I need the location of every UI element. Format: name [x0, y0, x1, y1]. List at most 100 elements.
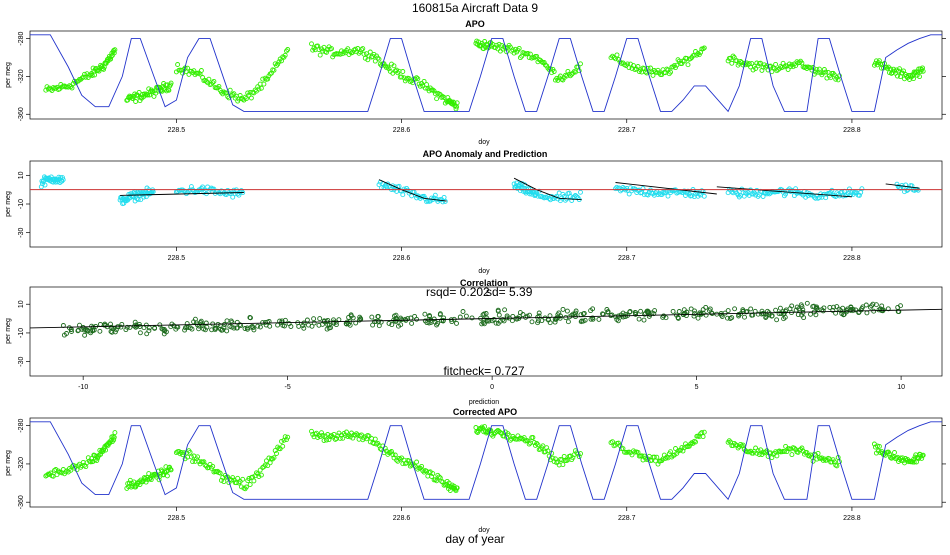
corrected-corrected-apo-point: [285, 434, 291, 440]
correlation-observations-point: [898, 303, 903, 309]
correlation-title: Correlation: [460, 278, 508, 288]
corrected-corrected-apo-point: [799, 445, 805, 451]
correlation-plot-frame: [29, 286, 943, 377]
apo-apo-point: [725, 58, 731, 64]
correlation-observations-point: [641, 317, 647, 323]
correlation-observations-point: [469, 315, 475, 321]
corrected-corrected-apo-point: [414, 459, 420, 465]
apo-apo-point: [915, 69, 921, 75]
anomaly-anomaly-point: [230, 194, 236, 200]
correlation-observations-point: [386, 320, 392, 326]
correlation-observations-point: [463, 313, 469, 319]
apo-apo-point: [614, 52, 620, 58]
anomaly-anomaly-point: [859, 186, 865, 192]
apo-apo-point: [813, 69, 819, 75]
corrected-corrected-apo-point: [251, 478, 257, 484]
correlation-observations-point: [321, 318, 327, 324]
anomaly-prediction-line: [615, 182, 717, 195]
corrected-corrected-apo-point: [507, 437, 513, 443]
apo-apo-point: [534, 53, 540, 59]
corrected-corrected-apo-point: [911, 459, 917, 465]
correlation-observations-point: [596, 316, 602, 322]
correlation-observations-point: [799, 312, 805, 318]
apo-apo-point: [648, 65, 653, 71]
corrected-corrected-apo-point: [82, 462, 87, 468]
apo-apo-point: [424, 82, 430, 88]
apo-apo-point: [821, 67, 827, 72]
anomaly-x-tick-label: 228.7: [618, 255, 636, 262]
correlation-observations-point: [224, 318, 230, 324]
correlation-observations-point: [590, 316, 596, 322]
apo-apo-point: [770, 65, 776, 71]
correlation-observations-point: [529, 319, 535, 325]
apo-apo-point: [111, 50, 117, 56]
fitcheck-annotation: fitcheck= 0.727: [443, 364, 524, 378]
corrected-corrected-apo-point: [899, 458, 904, 464]
corrected-y-tick-label: -360: [18, 495, 25, 509]
apo-apo-point: [360, 46, 366, 52]
anomaly-anomaly-point: [578, 189, 583, 195]
correlation-observations-point: [378, 319, 384, 325]
corrected-corrected-apo-point: [482, 424, 488, 430]
apo-apo-point: [895, 73, 900, 79]
corrected-corrected-apo-point: [377, 446, 383, 452]
correlation-observations-point: [560, 306, 566, 312]
correlation-observations-point: [228, 318, 234, 324]
correlation-observations-point: [286, 321, 292, 327]
apo-apo-point: [685, 62, 691, 68]
correlation-observations-point: [127, 324, 133, 330]
correlation-observations-point: [260, 320, 266, 326]
apo-apo-point: [920, 68, 926, 74]
apo-apo-point: [136, 89, 142, 95]
correlation-observations-point: [853, 307, 859, 313]
anomaly-anomaly-point: [829, 187, 835, 193]
apo-apo-point: [701, 45, 707, 51]
corrected-corrected-apo-point: [774, 453, 780, 459]
corrected-corrected-apo-point: [217, 470, 223, 476]
corrected-corrected-apo-point: [148, 477, 154, 483]
correlation-observations-point: [311, 320, 317, 326]
apo-apo-point: [631, 63, 636, 69]
corrected-corrected-apo-point: [673, 446, 678, 451]
anomaly-anomaly-point: [846, 186, 852, 192]
apo-apo-point: [375, 55, 381, 61]
apo-apo-point: [276, 59, 282, 65]
correlation-observations-point: [869, 303, 875, 309]
corrected-corrected-apo-point: [231, 477, 237, 483]
correlation-observations-point: [831, 304, 837, 310]
correlation-fit-line: [29, 308, 943, 329]
apo-apo-point: [80, 74, 86, 80]
apo-apo-point: [635, 64, 641, 69]
correlation-observations-point: [393, 316, 399, 322]
corrected-corrected-apo-point: [806, 453, 812, 459]
correlation-observations-point: [707, 306, 713, 312]
correlation-observations-point: [182, 325, 188, 331]
correlation-observations-point: [573, 310, 578, 316]
anomaly-anomaly-point: [903, 182, 909, 188]
correlation-observations-point: [722, 310, 728, 316]
correlation-observations-point: [732, 306, 738, 312]
correlation-observations-point: [146, 328, 152, 334]
corrected-corrected-apo-point: [103, 447, 109, 453]
apo-apo-point: [781, 64, 787, 70]
corrected-corrected-apo-point: [683, 441, 688, 447]
corrected-corrected-apo-point: [888, 455, 893, 460]
corrected-corrected-apo-point: [235, 475, 241, 481]
apo-y-tick-label: -280: [18, 31, 25, 45]
anomaly-marks: [30, 174, 942, 207]
anomaly-anomaly-point: [42, 182, 48, 188]
correlation-observations-point: [820, 308, 826, 314]
corrected-corrected-apo-point: [430, 471, 436, 477]
correlation-observations-point: [500, 317, 506, 323]
apo-apo-point: [673, 65, 678, 71]
correlation-x-tick-label: -10: [78, 384, 88, 391]
anomaly-anomaly-point: [441, 194, 447, 200]
corrected-corrected-apo-point: [270, 456, 276, 462]
corrected-corrected-apo-point: [453, 488, 459, 494]
apo-apo-point: [367, 49, 373, 55]
apo-apo-point: [285, 47, 291, 52]
apo-apo-point: [101, 66, 107, 72]
apo-apo-point: [417, 83, 423, 89]
apo-apo-point: [324, 49, 329, 55]
